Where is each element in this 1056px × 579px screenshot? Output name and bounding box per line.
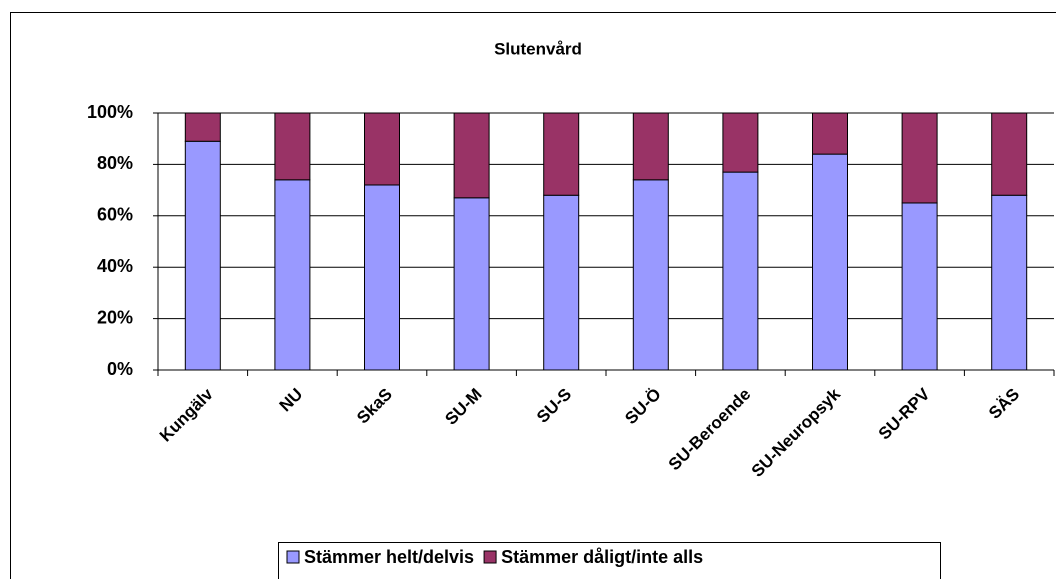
bar-segment [991,194,1028,371]
bar-segment [274,179,311,371]
y-tick-label: 60% [97,205,133,225]
bar-segment [812,153,848,371]
chart-title: Slutenvård [494,39,582,58]
bar-segment [543,112,580,196]
bar-segment [453,112,490,199]
bar-segment [184,140,221,371]
y-tick-label: 80% [97,153,133,173]
bar-segment [812,112,848,155]
legend-swatch [286,550,300,564]
y-tick-label: 20% [97,307,133,327]
bar-segment [184,112,221,142]
legend-box [278,542,941,579]
legend-swatch [483,550,497,564]
bar-segment [901,112,938,204]
bar-segment [364,112,400,186]
bar-segment [632,112,669,181]
bar-segment [722,112,759,173]
bar-segment [274,112,311,181]
legend-label: Stämmer helt/delvis [304,547,474,567]
y-tick-label: 40% [97,256,133,276]
chart-border [10,12,1056,579]
y-tick-label: 100% [87,102,133,122]
bar-segment [901,202,938,371]
legend-label: Stämmer dåligt/inte alls [501,547,703,567]
bar-segment [991,112,1028,196]
bar-segment [453,197,490,371]
bar-segment [364,184,400,371]
bar-segment [632,179,669,371]
bar-segment [722,171,759,371]
y-tick-label: 0% [107,359,133,379]
bar-segment [543,194,580,371]
